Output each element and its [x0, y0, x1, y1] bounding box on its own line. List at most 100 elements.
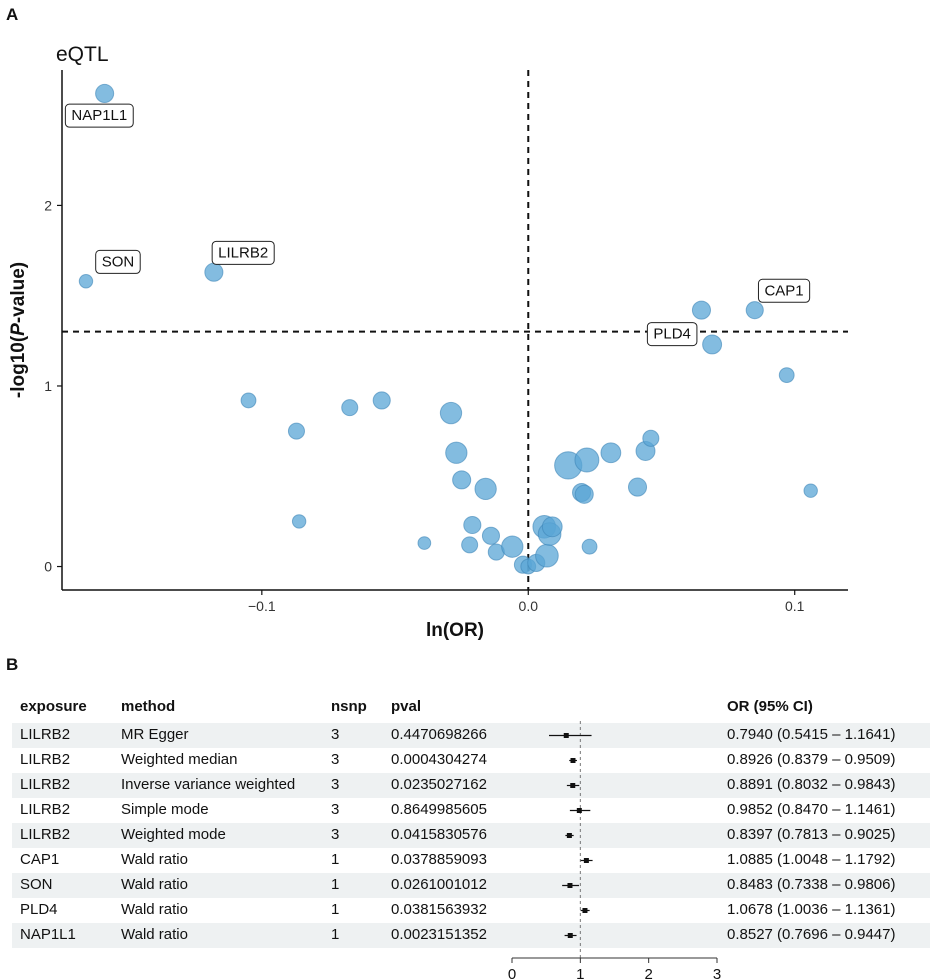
point-label: SON — [95, 249, 141, 274]
point-label-box — [64, 103, 134, 128]
cell-method: Wald ratio — [121, 901, 188, 918]
forest-axis-tick-label: 3 — [713, 966, 721, 979]
forest-point-estimate — [566, 833, 572, 838]
cell-or-ci: 0.8926 (0.8379 – 0.9509) — [727, 751, 896, 768]
cell-exposure: CAP1 — [20, 851, 60, 868]
data-point — [627, 477, 648, 497]
cell-pval: 0.0381563932 — [391, 901, 487, 918]
data-point — [341, 399, 359, 417]
cell-nsnp: 3 — [331, 826, 340, 843]
point-label: PLD4 — [646, 322, 698, 347]
point-label: CAP1 — [757, 278, 811, 303]
data-point — [803, 483, 818, 498]
cell-nsnp: 3 — [331, 776, 340, 793]
cell-exposure: LILRB2 — [20, 726, 71, 743]
data-point — [581, 538, 598, 555]
cell-nsnp: 1 — [331, 926, 340, 943]
cell-method: Wald ratio — [121, 851, 188, 868]
forest-plot: 0 1 2 3 — [508, 721, 721, 979]
y-tick-label: 2 — [44, 197, 52, 213]
cell-pval: 0.0261001012 — [391, 876, 487, 893]
point-label-text: SON — [102, 253, 135, 270]
forest-axis-tick-label: 0 — [508, 966, 516, 979]
forest-point-estimate — [582, 908, 588, 913]
y-axis-label-prefix: -log10( — [8, 335, 29, 398]
x-tick-label: 0.1 — [785, 598, 805, 614]
point-label-box — [646, 322, 698, 347]
forest-point-estimate — [583, 858, 589, 863]
table-row: PLD4 Wald ratio 1 0.0381563932 1.0678 (1.003… — [12, 898, 930, 923]
data-point — [600, 442, 622, 464]
cell-pval: 0.4470698266 — [391, 726, 487, 743]
cell-or-ci: 1.0885 (1.0048 – 1.1792) — [727, 851, 896, 868]
cell-method: Simple mode — [121, 801, 209, 818]
data-point — [452, 470, 472, 490]
data-point — [541, 516, 563, 538]
table-row: SON Wald ratio 1 0.0261001012 0.8483 (0.7338… — [12, 873, 930, 898]
point-label: NAP1L1 — [64, 103, 134, 128]
point-label-box — [757, 278, 811, 303]
y-axis-label-italic: P — [8, 323, 29, 336]
point-label-text: CAP1 — [764, 282, 803, 299]
table-row: LILRB2 MR Egger 3 0.4470698266 0.7940 (0.541… — [12, 723, 930, 748]
cell-nsnp: 1 — [331, 851, 340, 868]
cell-or-ci: 0.8891 (0.8032 – 0.9843) — [727, 776, 896, 793]
forest-point-estimate — [567, 933, 573, 938]
cell-or-ci: 0.9852 (0.8470 – 1.1461) — [727, 801, 896, 818]
point-label-text: NAP1L1 — [71, 107, 127, 124]
data-point — [95, 83, 115, 104]
data-point — [463, 515, 482, 535]
cell-or-ci: 1.0678 (1.0036 – 1.1361) — [727, 901, 896, 918]
cell-method: Weighted mode — [121, 826, 226, 843]
table-row: LILRB2 Weighted median 3 0.0004304274 0.8926… — [12, 748, 930, 773]
point-label-box — [95, 249, 141, 274]
volcano-plot: eQTL NAP1L1 SON LILRB2 PLD4 CAP1 −0.1 0.0 0.1 0… — [8, 43, 848, 641]
panel-letter-a: A — [6, 5, 19, 24]
cell-method: Wald ratio — [121, 926, 188, 943]
x-axis-label: ln(OR) — [426, 620, 484, 641]
cell-nsnp: 3 — [331, 726, 340, 743]
cell-or-ci: 0.8527 (0.7696 – 0.9447) — [727, 926, 896, 943]
forest-point-estimate — [570, 758, 576, 763]
header-method: method — [121, 698, 176, 715]
y-tick-label: 1 — [44, 378, 52, 394]
y-axis-label: -log10(P-value) — [8, 262, 29, 398]
cell-nsnp: 3 — [331, 751, 340, 768]
cell-method: Wald ratio — [121, 876, 188, 893]
data-point — [461, 536, 479, 554]
data-point — [691, 300, 712, 320]
cell-method: Weighted median — [121, 751, 238, 768]
point-label: LILRB2 — [211, 240, 275, 265]
forest-table-panel: exposure method nsnp pval OR (95% CI) LI… — [0, 690, 935, 979]
cell-method: Inverse variance weighted — [121, 776, 296, 793]
header-pval: pval — [391, 698, 422, 715]
cell-pval: 0.8649985605 — [391, 801, 487, 818]
data-point — [372, 391, 391, 410]
table-row: LILRB2 Weighted mode 3 0.0415830576 0.8397 (… — [12, 823, 930, 848]
forest-axis-tick-label: 1 — [576, 966, 584, 979]
table-row: LILRB2 Simple mode 3 0.8649985605 0.9852 (0.… — [12, 798, 930, 823]
volcano-panel: eQTL NAP1L1 SON LILRB2 PLD4 CAP1 −0.1 0.0 0.1 0… — [8, 43, 848, 641]
cell-nsnp: 1 — [331, 876, 340, 893]
x-tick-label: 0.0 — [519, 598, 539, 614]
forest-point-estimate — [570, 783, 576, 788]
data-point — [204, 262, 224, 282]
cell-exposure: NAP1L1 — [20, 926, 76, 943]
table-row: CAP1 Wald ratio 1 0.0378859093 1.0885 (1.004… — [12, 848, 930, 873]
data-point — [501, 535, 524, 558]
cell-pval: 0.0023151352 — [391, 926, 487, 943]
data-point — [287, 422, 305, 440]
data-point — [642, 429, 660, 447]
data-point — [745, 301, 764, 320]
forest-point-estimate — [563, 733, 569, 738]
header-or-ci: OR (95% CI) — [727, 698, 813, 715]
cell-or-ci: 0.8397 (0.7813 – 0.9025) — [727, 826, 896, 843]
data-point — [702, 334, 723, 355]
data-point — [291, 514, 307, 529]
data-point — [574, 447, 600, 473]
forest-axis-tick-label: 2 — [644, 966, 652, 979]
cell-exposure: LILRB2 — [20, 751, 71, 768]
cell-nsnp: 1 — [331, 901, 340, 918]
cell-nsnp: 3 — [331, 801, 340, 818]
table-row: LILRB2 Inverse variance weighted 3 0.023502… — [12, 773, 930, 798]
